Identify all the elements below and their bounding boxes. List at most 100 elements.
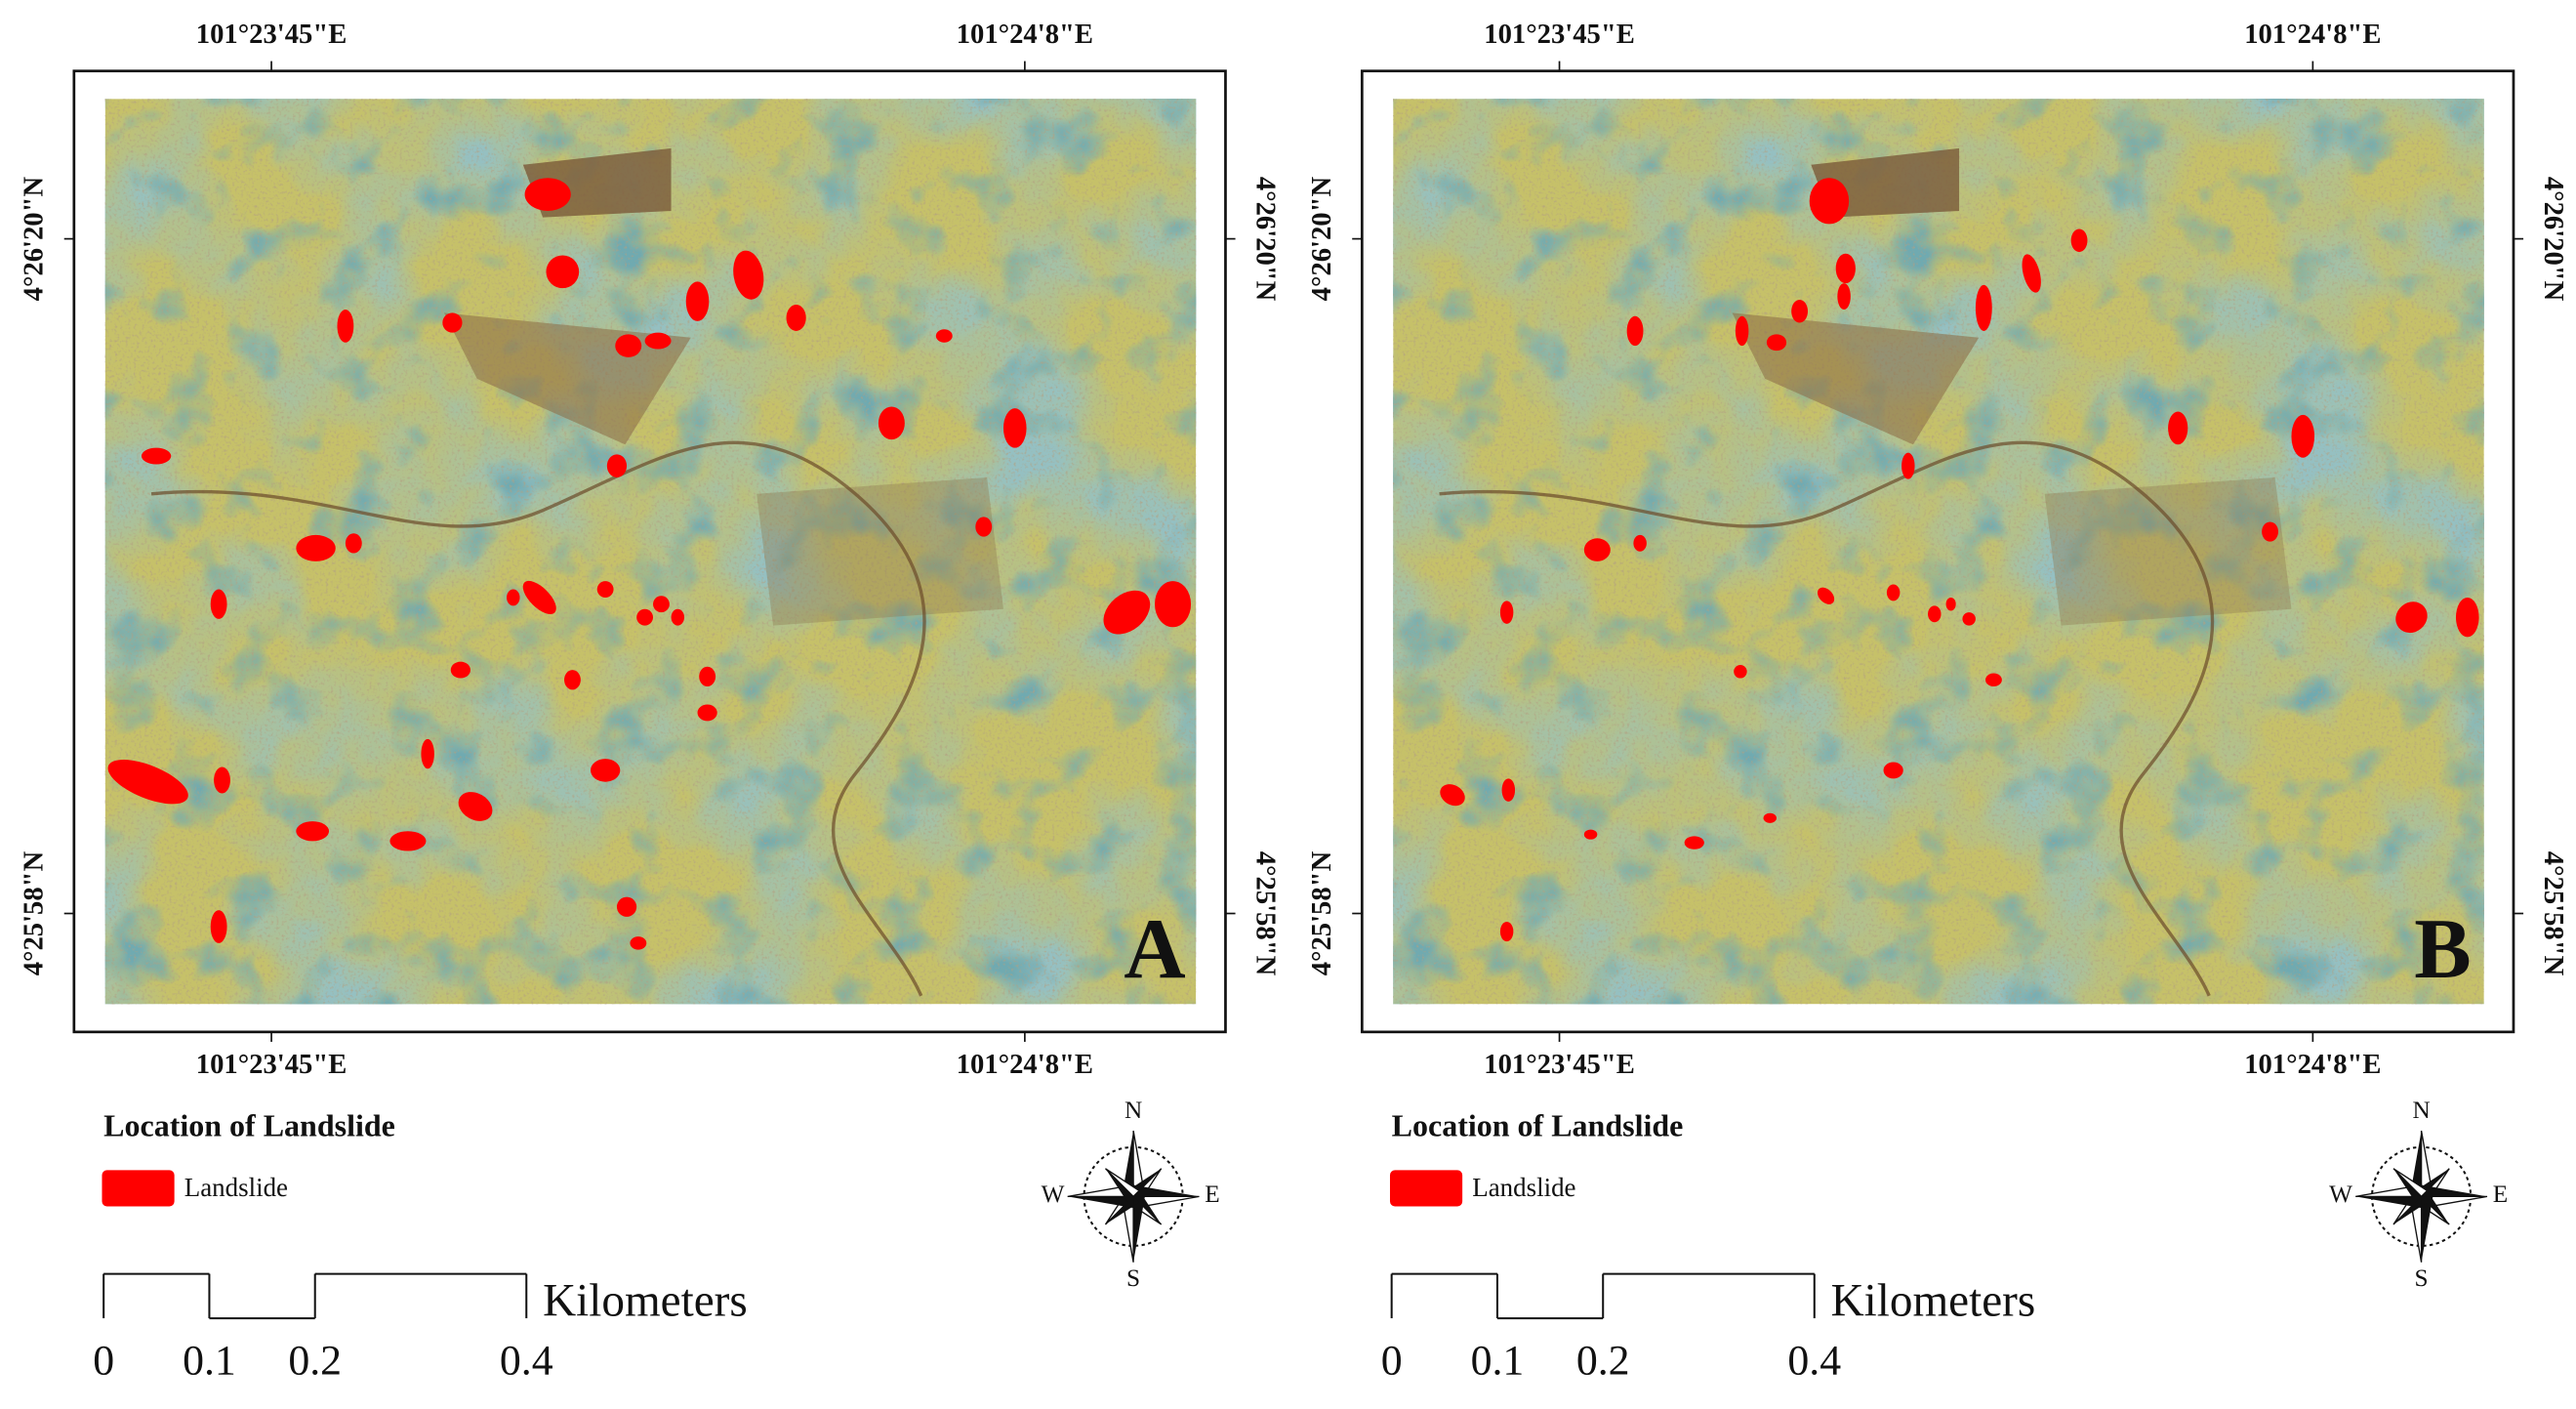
- landslide-area: [458, 792, 493, 821]
- landslide-area: [1583, 538, 1611, 561]
- left-coordinate-label: 4°25'58"N: [1306, 850, 1337, 975]
- bottom-coordinate-label: 101°23'45"E: [1484, 1049, 1635, 1080]
- landslide-area: [2262, 521, 2278, 542]
- landslide-area: [1791, 299, 1809, 323]
- image-grain: [104, 99, 1197, 1005]
- panel-letter: B: [2414, 901, 2471, 996]
- compass-w: W: [2329, 1181, 2352, 1208]
- right-coordinate-label: 4°26'20"N: [1250, 177, 1282, 302]
- plantation: [2044, 477, 2292, 626]
- landslide-area: [636, 608, 654, 626]
- river: [150, 440, 926, 997]
- landslide-area: [616, 896, 637, 917]
- landslide-area: [1766, 334, 1787, 352]
- landslide-area: [1985, 673, 2002, 686]
- landslide-area: [1501, 778, 1516, 802]
- left-coordinate-label: 4°26'20"N: [1306, 177, 1337, 302]
- image-grain: [1393, 99, 2484, 1005]
- satellite-image: [104, 99, 1197, 1005]
- landslide-area: [606, 454, 628, 477]
- landslide-area: [1975, 284, 1992, 331]
- right-coordinate-label: 4°25'58"N: [1250, 851, 1282, 976]
- legend-item: Landslide: [184, 1173, 288, 1202]
- landslide-area: [630, 936, 647, 950]
- scale-label: 0.4: [500, 1337, 553, 1384]
- landslide-area: [1901, 452, 1915, 479]
- landslide-area: [615, 334, 642, 357]
- map-panel: 101°23'45"E 101°23'45"E 101°24'8"E 101°24'8…: [19, 19, 1282, 1384]
- north-arrow: N S E W: [1042, 1097, 1220, 1292]
- landslide-area: [1962, 612, 1976, 626]
- landslide-area: [210, 910, 227, 943]
- landslide-area: [1763, 812, 1777, 823]
- landslide-area: [733, 250, 764, 300]
- compass-n: N: [1124, 1097, 1142, 1124]
- compass-s: S: [2415, 1264, 2429, 1292]
- landslide-area: [878, 406, 905, 440]
- landslide-area: [596, 581, 614, 598]
- landslide-area: [1499, 601, 1514, 624]
- bottom-coordinate-label: 101°24'8"E: [957, 1049, 1093, 1080]
- right-coordinate-label: 4°25'58"N: [2538, 851, 2569, 976]
- compass-point: [2392, 1168, 2422, 1203]
- landslide-area: [1155, 581, 1192, 628]
- landslide-area: [653, 596, 670, 613]
- legend-title: Location of Landslide: [103, 1108, 395, 1143]
- compass-e: E: [2493, 1181, 2508, 1208]
- plantation: [1732, 312, 1980, 445]
- landslide-area: [1583, 829, 1598, 840]
- scale-label: 0.1: [183, 1337, 236, 1384]
- scale-label: 0: [1381, 1337, 1403, 1384]
- landslide-area: [671, 608, 685, 626]
- compass-point: [1105, 1168, 1134, 1203]
- landslide-area: [1002, 408, 1027, 448]
- landslide-area: [1626, 315, 1644, 347]
- landslide-area: [699, 666, 716, 686]
- compass-point: [1122, 1130, 1134, 1197]
- landslide-area: [524, 178, 571, 211]
- landslide-area: [1886, 584, 1901, 601]
- landslide-area: [2395, 601, 2428, 634]
- landslide-area: [2168, 411, 2188, 445]
- landslide-area: [1817, 587, 1835, 604]
- landslide-area: [141, 447, 172, 465]
- compass-point: [2392, 1168, 2429, 1198]
- compass-e: E: [1205, 1181, 1219, 1208]
- landslide-area: [564, 670, 581, 690]
- scale-label: 0.2: [1576, 1337, 1630, 1384]
- landslide-area: [697, 704, 717, 722]
- left-coordinate-label: 4°26'20"N: [19, 177, 50, 302]
- landslide-area: [786, 305, 806, 331]
- river: [1439, 440, 2215, 997]
- landslide-area: [2455, 597, 2479, 638]
- scale-unit: Kilometers: [543, 1275, 748, 1326]
- compass-point: [2421, 1196, 2433, 1263]
- landslide-area: [2070, 228, 2088, 253]
- landslide-area: [1103, 590, 1151, 635]
- landslide-area: [644, 332, 672, 350]
- top-coordinate-label: 101°24'8"E: [2244, 19, 2381, 50]
- north-arrow: N S E W: [2329, 1097, 2508, 1292]
- landslide-area: [1440, 784, 1465, 807]
- compass-w: W: [1042, 1181, 1065, 1208]
- right-coordinate-label: 4°26'20"N: [2538, 177, 2569, 302]
- landslide-area: [975, 517, 993, 537]
- compass-point: [1067, 1196, 1134, 1209]
- landslide-area: [210, 589, 227, 619]
- top-coordinate-label: 101°23'45"E: [1484, 19, 1635, 50]
- landslide-area: [442, 312, 463, 333]
- landslide-area: [507, 589, 520, 606]
- landslide-area: [2291, 414, 2315, 458]
- landslide-area: [1499, 921, 1514, 942]
- scale-unit: Kilometers: [1831, 1275, 2036, 1326]
- landslide-area: [1945, 597, 1956, 611]
- landslide-area: [546, 255, 580, 289]
- scale-label: 0.4: [1787, 1337, 1841, 1384]
- landslide-area: [421, 738, 434, 769]
- landslide-area: [345, 533, 362, 554]
- landslide-area: [522, 580, 556, 615]
- landslide-area: [1809, 178, 1850, 225]
- bottom-coordinate-label: 101°23'45"E: [196, 1049, 348, 1080]
- legend-swatch: [1389, 1170, 1463, 1207]
